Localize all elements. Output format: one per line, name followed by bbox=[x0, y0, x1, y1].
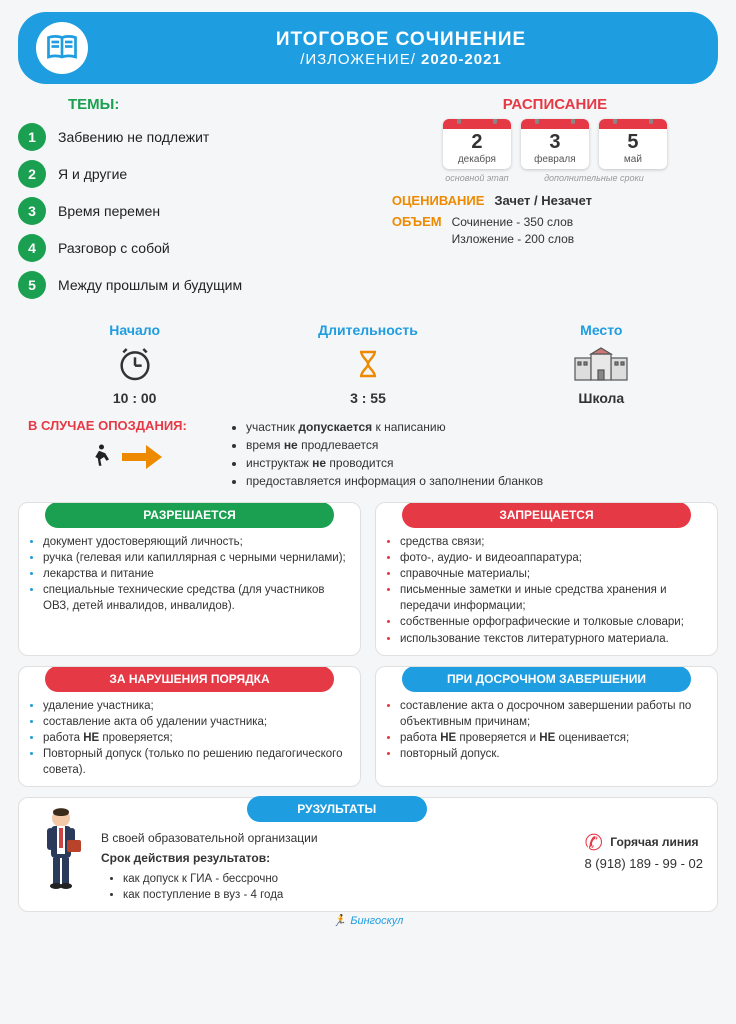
calendar-card: 2декабря bbox=[443, 119, 511, 169]
late-rules: участник допускается к написанию время н… bbox=[230, 418, 708, 490]
themes-section: ТЕМЫ: 1Забвению не подлежит 2Я и другие … bbox=[18, 96, 374, 308]
theme-item: 3Время перемен bbox=[18, 197, 374, 225]
theme-number: 1 bbox=[18, 123, 46, 151]
theme-number: 3 bbox=[18, 197, 46, 225]
violation-title: ЗА НАРУШЕНИЯ ПОРЯДКА bbox=[45, 666, 335, 692]
results-validity-title: Срок действия результатов: bbox=[101, 851, 270, 865]
calendar-card: 3февраля bbox=[521, 119, 589, 169]
schedule-title: РАСПИСАНИЕ bbox=[392, 96, 718, 113]
late-section: В СЛУЧАЕ ОПОЗДАНИЯ: участник допускается… bbox=[18, 418, 718, 490]
school-icon bbox=[485, 344, 718, 384]
forbidden-box: ЗАПРЕЩАЕТСЯ средства связи; фото-, аудио… bbox=[375, 502, 718, 656]
themes-title: ТЕМЫ: bbox=[68, 96, 374, 113]
allowed-title: РАЗРЕШАЕТСЯ bbox=[45, 502, 335, 528]
info-row: Начало 10 : 00 Длительность 3 : 55 Место… bbox=[18, 322, 718, 406]
info-place: Место Школа bbox=[485, 322, 718, 406]
theme-item: 2Я и другие bbox=[18, 160, 374, 188]
results-where: В своей образовательной организации bbox=[101, 831, 572, 845]
theme-item: 4Разговор с собой bbox=[18, 234, 374, 262]
person-icon bbox=[33, 804, 89, 897]
results-box: РУЗУЛЬТАТЫ В своей образовательной орган… bbox=[18, 797, 718, 912]
early-title: ПРИ ДОСРОЧНОМ ЗАВЕРШЕНИИ bbox=[402, 666, 692, 692]
hotline-block: ✆ Горячая линия 8 (918) 189 - 99 - 02 bbox=[584, 830, 703, 871]
header-subtitle: /ИЗЛОЖЕНИЕ/ 2020-2021 bbox=[102, 51, 700, 68]
results-title: РУЗУЛЬТАТЫ bbox=[247, 796, 427, 822]
violation-box: ЗА НАРУШЕНИЯ ПОРЯДКА удаление участника;… bbox=[18, 666, 361, 787]
early-box: ПРИ ДОСРОЧНОМ ЗАВЕРШЕНИИ составление акт… bbox=[375, 666, 718, 787]
schedule-label-extra: дополнительные сроки bbox=[521, 173, 667, 183]
theme-number: 4 bbox=[18, 234, 46, 262]
allowed-box: РАЗРЕШАЕТСЯ документ удостоверяющий личн… bbox=[18, 502, 361, 656]
hotline-phone: 8 (918) 189 - 99 - 02 bbox=[584, 856, 703, 871]
schedule-section: РАСПИСАНИЕ 2декабря 3февраля 5май основн… bbox=[392, 96, 718, 308]
header-title: ИТОГОВОЕ СОЧИНЕНИЕ bbox=[102, 29, 700, 51]
info-start: Начало 10 : 00 bbox=[18, 322, 251, 406]
theme-number: 5 bbox=[18, 271, 46, 299]
phone-icon: ✆ bbox=[584, 830, 602, 856]
runner-icon: 🏃 bbox=[333, 915, 347, 927]
theme-item: 5Между прошлым и будущим bbox=[18, 271, 374, 299]
clock-icon bbox=[18, 344, 251, 384]
theme-number: 2 bbox=[18, 160, 46, 188]
arrow-right-icon bbox=[122, 445, 162, 472]
book-icon bbox=[36, 22, 88, 74]
theme-item: 1Забвению не подлежит bbox=[18, 123, 374, 151]
header: ИТОГОВОЕ СОЧИНЕНИЕ /ИЗЛОЖЕНИЕ/ 2020-2021 bbox=[18, 12, 718, 84]
evaluation-row: ОЦЕНИВАНИЕ Зачет / Незачет bbox=[392, 193, 718, 208]
schedule-label-main: основной этап bbox=[443, 173, 511, 183]
late-title: В СЛУЧАЕ ОПОЗДАНИЯ: bbox=[28, 418, 218, 433]
calendar-card: 5май bbox=[599, 119, 667, 169]
running-person-icon bbox=[84, 439, 114, 478]
volume-row: ОБЪЕМ Сочинение - 350 слов Изложение - 2… bbox=[392, 214, 718, 248]
info-duration: Длительность 3 : 55 bbox=[251, 322, 484, 406]
hourglass-icon bbox=[251, 344, 484, 384]
footer: 🏃Бингоскул bbox=[18, 914, 718, 927]
forbidden-title: ЗАПРЕЩАЕТСЯ bbox=[402, 502, 692, 528]
